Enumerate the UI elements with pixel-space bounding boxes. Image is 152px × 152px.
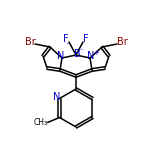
Text: Br: Br: [25, 37, 35, 47]
Text: Br: Br: [117, 37, 127, 47]
Text: B: B: [74, 49, 80, 59]
Text: N: N: [57, 51, 65, 61]
Text: F: F: [63, 34, 69, 44]
Text: ·: ·: [66, 39, 70, 49]
Text: N: N: [53, 93, 60, 102]
Text: ⁻: ⁻: [79, 47, 83, 55]
Text: +: +: [94, 50, 99, 56]
Text: F: F: [83, 34, 89, 44]
Text: CH₃: CH₃: [33, 118, 48, 127]
Text: N: N: [87, 51, 95, 61]
